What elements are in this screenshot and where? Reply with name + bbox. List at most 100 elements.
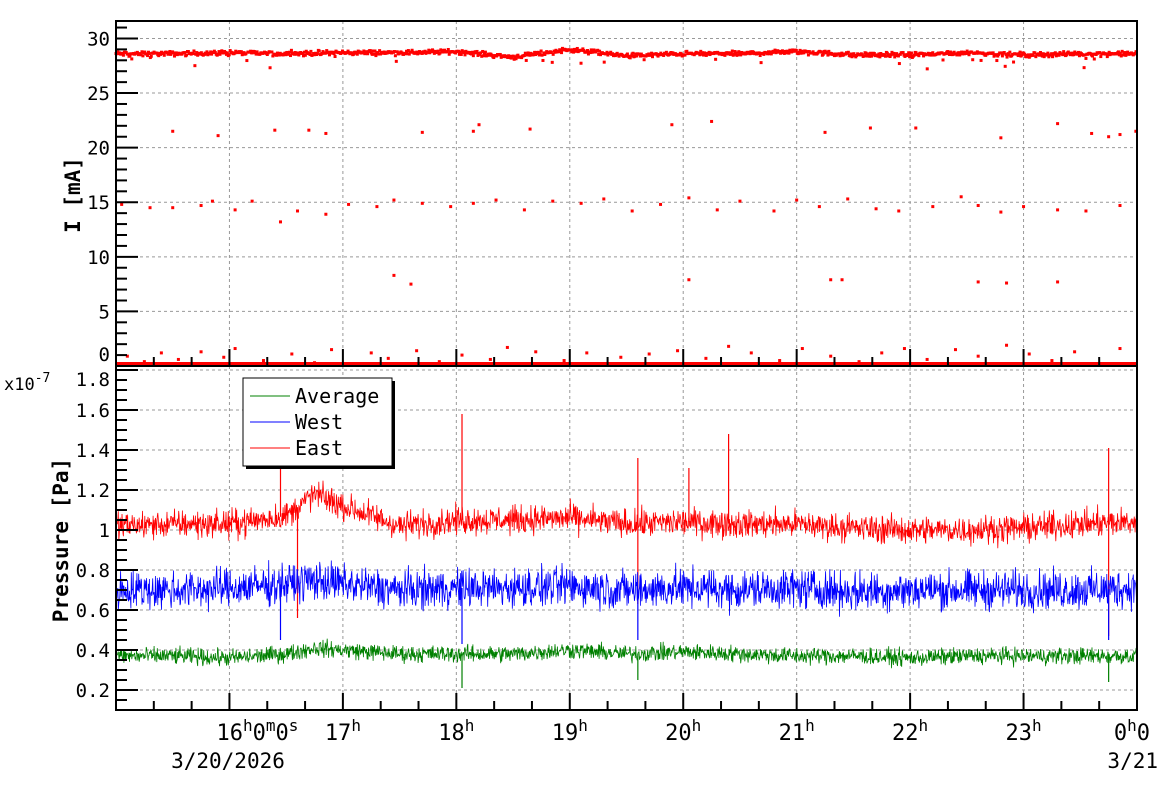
- current-outlier-point: [471, 129, 475, 133]
- current-point: [288, 54, 292, 58]
- current-point: [553, 50, 557, 54]
- current-point: [183, 51, 187, 55]
- current-point: [965, 49, 969, 53]
- current-outlier-point: [528, 127, 532, 131]
- current-point: [296, 51, 300, 55]
- current-point: [707, 50, 711, 54]
- current-point: [739, 53, 743, 57]
- current-point: [788, 48, 792, 52]
- current-point: [970, 50, 974, 54]
- current-point: [463, 53, 467, 57]
- current-outlier-point: [602, 197, 606, 201]
- current-point: [303, 53, 307, 57]
- current-point: [1039, 52, 1043, 56]
- current-point: [1117, 53, 1121, 57]
- current-point: [325, 49, 329, 53]
- current-outlier-point: [868, 126, 872, 130]
- current-point: [679, 52, 683, 56]
- x-tick-label: 21h: [779, 716, 815, 746]
- current-point: [121, 53, 125, 57]
- current-point: [633, 54, 637, 58]
- current-point: [650, 51, 654, 55]
- current-point: [671, 51, 675, 55]
- current-ytick-label: 30: [87, 28, 110, 50]
- current-point: [827, 49, 831, 53]
- current-point: [929, 53, 933, 57]
- current-point: [284, 53, 288, 57]
- current-point: [1120, 49, 1124, 53]
- current-outlier-point: [874, 207, 878, 211]
- current-point: [1073, 50, 1077, 54]
- current-point: [1062, 50, 1066, 54]
- current-outlier-point: [659, 202, 663, 206]
- current-point: [702, 53, 706, 57]
- current-point: [432, 51, 436, 55]
- current-point: [149, 54, 153, 58]
- current-outlier-point: [534, 350, 538, 354]
- current-point: [541, 58, 545, 62]
- current-point: [244, 52, 248, 56]
- current-point: [909, 53, 913, 57]
- current-point: [713, 50, 717, 54]
- current-point: [926, 51, 930, 55]
- pressure-plot: 0.2 0.4 0.6 0.8 1 1.2 1.4 1.6 1.8 16h0m0s 17h 18h 19…: [76, 365, 1150, 746]
- current-ytick-label: 15: [87, 192, 110, 214]
- current-point: [1005, 55, 1009, 59]
- current-point: [443, 48, 447, 52]
- current-point: [581, 47, 585, 51]
- current-point: [428, 51, 432, 55]
- current-point: [210, 52, 214, 56]
- current-point: [286, 52, 290, 56]
- current-point: [591, 50, 595, 54]
- current-point: [872, 51, 876, 55]
- current-point: [729, 52, 733, 56]
- current-point: [894, 54, 898, 58]
- current-point: [1072, 53, 1076, 57]
- current-outlier-point: [897, 209, 901, 213]
- current-point: [523, 51, 527, 55]
- current-point: [116, 50, 120, 54]
- current-point: [482, 54, 486, 58]
- current-outlier-point: [494, 198, 498, 202]
- current-point: [901, 51, 905, 55]
- current-point: [971, 58, 975, 62]
- current-point: [373, 49, 377, 53]
- current-point: [445, 50, 449, 54]
- current-point: [890, 50, 894, 54]
- current-point: [572, 50, 576, 54]
- current-point: [1104, 52, 1108, 56]
- current-point: [392, 50, 396, 54]
- current-point: [586, 49, 590, 53]
- current-point: [784, 51, 788, 55]
- current-point: [732, 52, 736, 56]
- current-point: [849, 52, 853, 56]
- current-point: [951, 52, 955, 56]
- current-point: [978, 51, 982, 55]
- current-point: [638, 54, 642, 58]
- current-point: [961, 50, 965, 54]
- current-outlier-point: [176, 357, 180, 361]
- current-point: [1091, 52, 1095, 56]
- current-point: [514, 57, 518, 61]
- current-point: [289, 48, 293, 52]
- current-ytick-label: 25: [87, 83, 110, 105]
- current-point: [209, 50, 213, 54]
- current-point: [277, 53, 281, 57]
- current-point: [869, 51, 873, 55]
- current-point: [912, 53, 916, 57]
- current-outlier-point: [749, 351, 753, 355]
- current-point: [1045, 53, 1049, 57]
- current-point: [525, 53, 529, 57]
- current-point: [650, 55, 654, 59]
- current-point: [365, 50, 369, 54]
- current-point: [658, 53, 662, 57]
- x-tick-label: 16h0m0s: [216, 716, 298, 746]
- current-outlier-point: [795, 198, 799, 202]
- current-point: [736, 53, 740, 57]
- current-point: [960, 50, 964, 54]
- current-point: [288, 50, 292, 54]
- current-point: [410, 48, 414, 52]
- current-point: [1084, 56, 1088, 60]
- current-point: [714, 57, 718, 61]
